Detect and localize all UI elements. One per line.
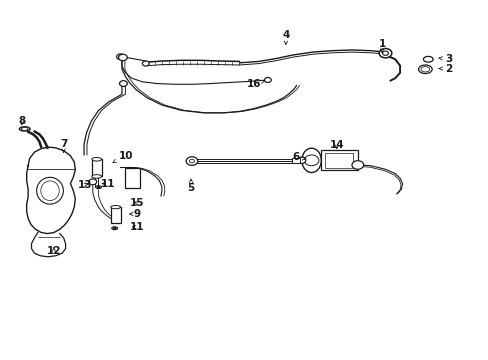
Circle shape: [119, 81, 127, 86]
Text: 14: 14: [329, 140, 344, 150]
Circle shape: [118, 54, 127, 61]
Text: 3: 3: [438, 54, 451, 64]
Ellipse shape: [112, 227, 117, 230]
Text: 2: 2: [438, 64, 451, 73]
Text: 6: 6: [291, 152, 305, 162]
Circle shape: [97, 186, 100, 188]
Ellipse shape: [92, 157, 102, 161]
Circle shape: [264, 77, 271, 82]
Text: 11: 11: [130, 222, 144, 232]
Polygon shape: [27, 147, 75, 234]
Text: 7: 7: [60, 139, 67, 152]
Ellipse shape: [96, 186, 102, 189]
Text: 8: 8: [18, 116, 25, 126]
Ellipse shape: [37, 177, 63, 204]
Bar: [324, 153, 352, 168]
Bar: [321, 150, 357, 170]
Bar: [125, 168, 140, 188]
Circle shape: [142, 61, 149, 66]
Circle shape: [378, 49, 391, 58]
Ellipse shape: [20, 127, 30, 131]
Circle shape: [425, 57, 430, 62]
Text: 10: 10: [113, 151, 133, 162]
Circle shape: [116, 54, 124, 60]
Text: 16: 16: [246, 78, 264, 89]
Circle shape: [113, 227, 116, 229]
Circle shape: [382, 51, 387, 55]
Circle shape: [189, 159, 194, 163]
Text: 1: 1: [378, 39, 385, 53]
Ellipse shape: [111, 206, 120, 209]
Text: 9: 9: [129, 209, 141, 219]
Bar: [291, 158, 300, 163]
Circle shape: [89, 179, 97, 185]
Circle shape: [351, 161, 363, 169]
Ellipse shape: [21, 127, 28, 130]
Circle shape: [186, 157, 198, 165]
Ellipse shape: [418, 65, 431, 73]
Circle shape: [304, 155, 318, 166]
Ellipse shape: [423, 57, 432, 62]
Bar: [111, 207, 121, 223]
Ellipse shape: [420, 67, 429, 72]
Text: 11: 11: [101, 179, 115, 189]
Text: 5: 5: [187, 179, 194, 193]
Polygon shape: [31, 233, 65, 257]
Bar: [92, 159, 102, 176]
Text: 4: 4: [282, 30, 289, 44]
Ellipse shape: [92, 175, 102, 178]
Circle shape: [296, 157, 305, 163]
Text: 12: 12: [46, 246, 61, 256]
Ellipse shape: [301, 148, 321, 172]
Text: 15: 15: [130, 198, 144, 208]
Text: 13: 13: [78, 180, 92, 190]
Ellipse shape: [41, 181, 59, 201]
